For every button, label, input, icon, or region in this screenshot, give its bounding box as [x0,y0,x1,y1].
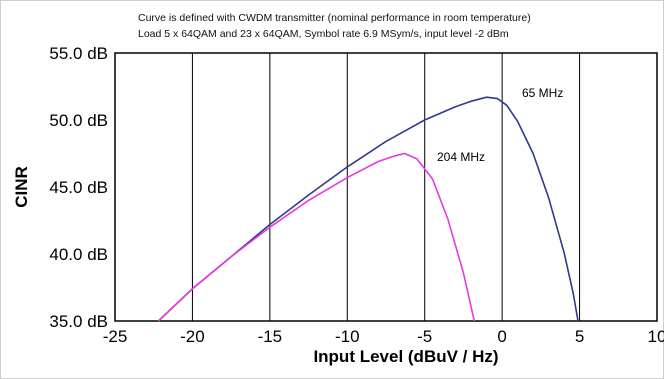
series-label-204-mhz: 204 MHz [437,150,485,164]
x-tick-label: -10 [335,327,360,346]
x-tick-label: -25 [103,327,128,346]
series-labels: 65 MHz 204 MHz [437,86,563,164]
series-line-65-mhz [157,96,579,322]
x-axis-ticks: -25 -20 -15 -10 -5 0 5 10 [103,327,664,346]
plot-area [114,52,658,322]
series-label-65-mhz: 65 MHz [522,86,563,100]
series-lines [157,96,579,322]
y-axis-title: CINR [12,166,31,208]
y-tick-label: 55.0 dB [49,44,108,63]
y-tick-label: 35.0 dB [49,312,108,331]
y-tick-label: 50.0 dB [49,111,108,130]
x-tick-label: 5 [575,327,584,346]
x-tick-label: -20 [180,327,205,346]
x-tick-label: 0 [497,327,506,346]
y-tick-label: 40.0 dB [49,245,108,264]
x-tick-label: -15 [258,327,283,346]
chart-note-line-2: Load 5 x 64QAM and 23 x 64QAM, Symbol ra… [138,28,509,40]
x-axis-title: Input Level (dBuV / Hz) [313,347,498,366]
x-tick-label: -5 [417,327,432,346]
chart-note-line-1: Curve is defined with CWDM transmitter (… [138,12,531,24]
gridlines [191,53,581,321]
x-tick-label: 10 [648,327,664,346]
series-line-204-mhz [157,152,476,322]
y-tick-label: 45.0 dB [49,178,108,197]
y-axis-ticks: 35.0 dB 40.0 dB 45.0 dB 50.0 dB 55.0 dB [49,44,108,331]
